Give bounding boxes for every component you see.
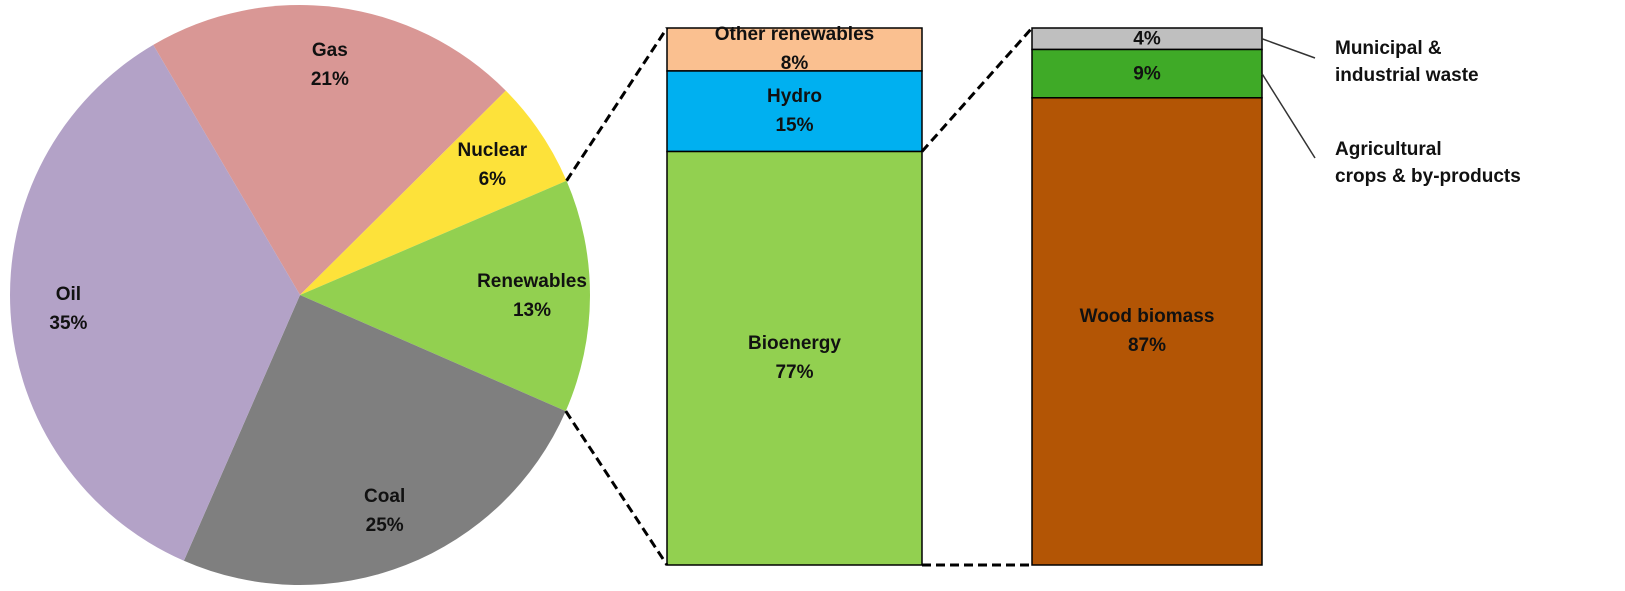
segment-label: 9% [1133, 59, 1160, 88]
bar-segment [666, 70, 923, 153]
slice-label: Coal 25% [364, 482, 405, 540]
segment-label: 4% [1133, 24, 1160, 53]
label-line: Gas [311, 39, 348, 61]
slice-label: Oil 35% [49, 280, 87, 338]
bar-segment [1031, 97, 1263, 566]
pie-slice [153, 4, 506, 295]
pie-slice [10, 44, 300, 561]
outside-label: Agricultural crops & by-products [1335, 139, 1521, 187]
segment-label: Other renewables 8% [715, 20, 874, 78]
bar-segment [1031, 48, 1263, 99]
leader-line [1261, 73, 1316, 159]
label-line: 8% [780, 53, 809, 75]
leader-line [1261, 38, 1316, 59]
connector-line [564, 410, 669, 566]
pie-slice [183, 295, 566, 585]
label-line: 77% [775, 362, 814, 384]
slice-label: Renewables 13% [477, 267, 587, 325]
outside-label: Municipal & industrial waste [1335, 38, 1479, 86]
pie-slice [300, 180, 590, 412]
segment-label: Wood biomass 87% [1080, 302, 1215, 360]
slice-label: Nuclear 6% [457, 136, 527, 194]
label-line: 9% [1133, 63, 1161, 85]
connector-line [920, 27, 1034, 153]
label-line: Renewables [477, 270, 587, 292]
label-line: Hydro [767, 86, 822, 108]
label-line: 13% [512, 299, 551, 321]
label-line: 87% [1127, 335, 1167, 357]
label-line: Bioenergy [748, 333, 841, 355]
label-line: 15% [775, 115, 814, 137]
label-line: 35% [49, 312, 88, 334]
pie-slice [300, 90, 567, 295]
connector-line [565, 27, 669, 182]
segment-label: Hydro 15% [767, 82, 822, 140]
label-line: Nuclear [457, 140, 528, 162]
label-line: Oil [55, 283, 82, 305]
bar-segment [666, 150, 923, 566]
label-line: 4% [1133, 28, 1161, 50]
label-line: Coal [364, 486, 406, 507]
label-line: 25% [365, 515, 404, 536]
label-line: 6% [478, 169, 507, 191]
label-line: 21% [310, 68, 349, 90]
slice-label: Gas 21% [311, 36, 349, 94]
segment-label: Bioenergy 77% [748, 329, 841, 387]
label-line: Other renewables [714, 24, 875, 46]
label-line: Wood biomass [1079, 306, 1215, 328]
